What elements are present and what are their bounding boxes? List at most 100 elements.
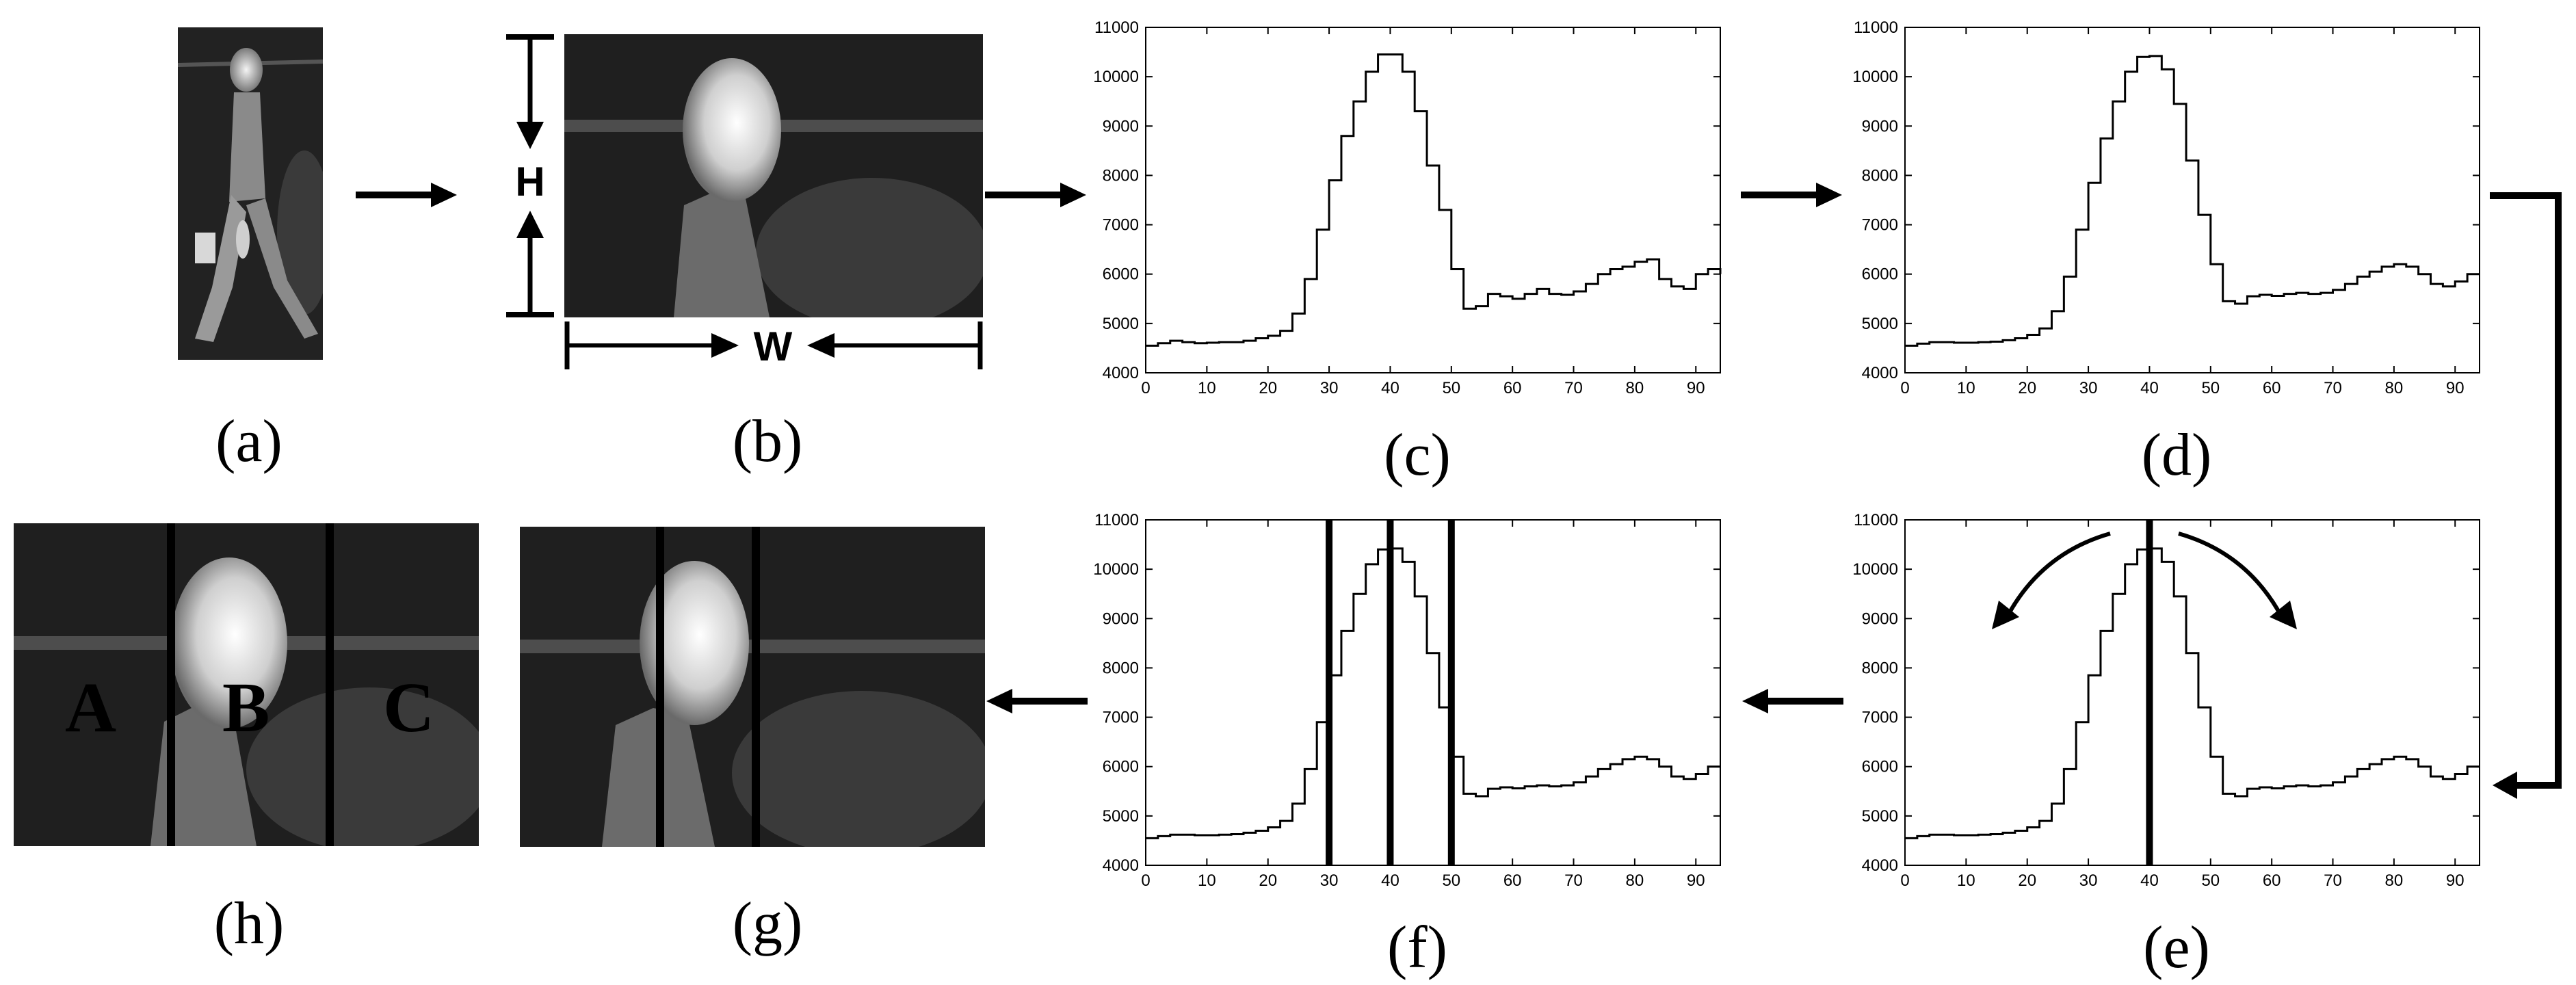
y-tick-label: 6000 <box>1103 265 1139 284</box>
x-tick-label: 0 <box>1900 379 1909 397</box>
y-tick-label: 4000 <box>1103 856 1139 875</box>
x-tick-label: 80 <box>1626 379 1644 397</box>
panel-label-b: (b) <box>732 408 803 475</box>
panel-label-f: (f) <box>1387 915 1447 981</box>
head-silhouette <box>564 34 983 317</box>
y-tick-label: 7000 <box>1103 216 1139 235</box>
y-tick-label: 7000 <box>1862 709 1898 727</box>
y-tick-label: 10000 <box>1852 68 1898 86</box>
x-tick-label: 60 <box>2263 871 2281 890</box>
chart-intensity-profile-raw: 4000 5000 6000 7000 8000 9000 10000 11000 0 10 20 3… <box>1093 18 1722 397</box>
y-tick-label: 7000 <box>1103 709 1139 727</box>
y-tick-label: 5000 <box>1862 807 1898 826</box>
x-tick-label: 30 <box>2079 871 2098 890</box>
y-tick-label: 9000 <box>1103 117 1139 135</box>
x-tick-label: 40 <box>2140 871 2159 890</box>
x-tick-label: 70 <box>2324 379 2342 397</box>
y-tick-label: 9000 <box>1862 117 1898 135</box>
panel-label-a: (a) <box>215 408 282 475</box>
y-tick-label: 4000 <box>1103 364 1139 382</box>
x-tick-label: 60 <box>2263 379 2281 397</box>
x-tick-label: 0 <box>1141 379 1150 397</box>
y-tick-label: 11000 <box>1854 18 1898 37</box>
x-tick-label: 0 <box>1900 871 1909 890</box>
y-tick-label: 9000 <box>1103 609 1139 628</box>
panel-label-h: (h) <box>213 891 285 957</box>
y-tick-label: 5000 <box>1862 315 1898 333</box>
thermal-image-head-crop <box>564 34 983 317</box>
y-tick-label: 9000 <box>1862 609 1898 628</box>
x-tick-label: 30 <box>1320 379 1339 397</box>
connector-arrow-icon <box>2490 192 2562 799</box>
plot-frame <box>1145 519 1721 866</box>
width-label: W <box>754 324 793 369</box>
width-dimension-marker: W <box>564 321 983 369</box>
y-tick-label: 4000 <box>1862 364 1898 382</box>
profile-series-line <box>1905 55 2480 347</box>
x-tick-label: 10 <box>1198 871 1216 890</box>
head-silhouette <box>14 523 479 846</box>
plot-frame <box>1904 519 2480 866</box>
x-tick-label: 20 <box>1259 379 1277 397</box>
y-tick-label: 8000 <box>1103 166 1139 185</box>
x-tick-label: 50 <box>2201 871 2220 890</box>
y-tick-label: 10000 <box>1093 560 1139 579</box>
y-tick-label: 6000 <box>1862 758 1898 776</box>
x-tick-label: 90 <box>2446 379 2465 397</box>
y-tick-label: 5000 <box>1103 315 1139 333</box>
plot-frame <box>1145 27 1721 373</box>
pedestrian-figure <box>178 27 323 360</box>
y-tick-label: 10000 <box>1093 68 1139 86</box>
y-tick-label: 8000 <box>1103 659 1139 677</box>
x-tick-label: 10 <box>1957 871 1975 890</box>
x-tick-label: 40 <box>1381 871 1399 890</box>
x-tick-label: 30 <box>2079 379 2098 397</box>
x-tick-label: 90 <box>1687 379 1705 397</box>
y-tick-label: 10000 <box>1852 560 1898 579</box>
y-tick-label: 8000 <box>1862 659 1898 677</box>
y-tick-label: 6000 <box>1862 265 1898 284</box>
x-tick-label: 40 <box>2140 379 2159 397</box>
y-tick-label: 11000 <box>1854 511 1898 529</box>
x-tick-label: 60 <box>1503 871 1522 890</box>
y-tick-label: 4000 <box>1862 856 1898 875</box>
y-tick-label: 11000 <box>1094 18 1139 37</box>
y-tick-label: 11000 <box>1094 511 1139 529</box>
x-tick-label: 50 <box>2201 379 2220 397</box>
panel-label-e: (e) <box>2143 915 2210 981</box>
height-label: H <box>515 159 544 205</box>
x-tick-label: 70 <box>1564 871 1583 890</box>
x-tick-label: 60 <box>1503 379 1522 397</box>
arrow-left-icon <box>986 689 1088 713</box>
zone-label-c: C <box>383 668 435 747</box>
x-tick-label: 40 <box>1381 379 1399 397</box>
panel-label-d: (d) <box>2141 422 2212 488</box>
chart-region-boundaries: 4000 5000 6000 7000 8000 9000 10000 11000 0 10 20 3… <box>1093 511 1721 890</box>
arrow-right-icon <box>356 183 457 207</box>
plot-frame <box>1904 27 2480 373</box>
y-tick-label: 6000 <box>1103 758 1139 776</box>
zone-label-b: B <box>222 668 270 747</box>
panel-label-g: (g) <box>732 891 803 957</box>
x-tick-label: 10 <box>1198 379 1216 397</box>
head-silhouette <box>520 527 985 847</box>
x-tick-label: 20 <box>2018 379 2036 397</box>
x-tick-label: 20 <box>2018 871 2036 890</box>
thermal-image-head-zones <box>14 523 479 846</box>
thermal-image-head-segmented <box>520 527 985 847</box>
chart-peak-detection: 4000 5000 6000 7000 8000 9000 10000 11000 0 10 20 3… <box>1852 511 2480 890</box>
x-tick-label: 80 <box>1626 871 1644 890</box>
x-tick-label: 80 <box>2385 379 2404 397</box>
x-tick-label: 80 <box>2385 871 2404 890</box>
zone-label-a: A <box>65 668 117 747</box>
profile-series-line <box>1146 53 1722 347</box>
profile-series-line <box>1146 547 1720 839</box>
y-tick-label: 7000 <box>1862 216 1898 235</box>
chart-intensity-profile-smoothed: 4000 5000 6000 7000 8000 9000 10000 11000 0 10 20 3… <box>1852 18 2480 397</box>
x-tick-label: 20 <box>1259 871 1277 890</box>
height-dimension-marker: H <box>506 34 554 317</box>
x-tick-label: 70 <box>1564 379 1583 397</box>
arrow-right-icon <box>1741 183 1842 207</box>
x-tick-label: 30 <box>1320 871 1339 890</box>
